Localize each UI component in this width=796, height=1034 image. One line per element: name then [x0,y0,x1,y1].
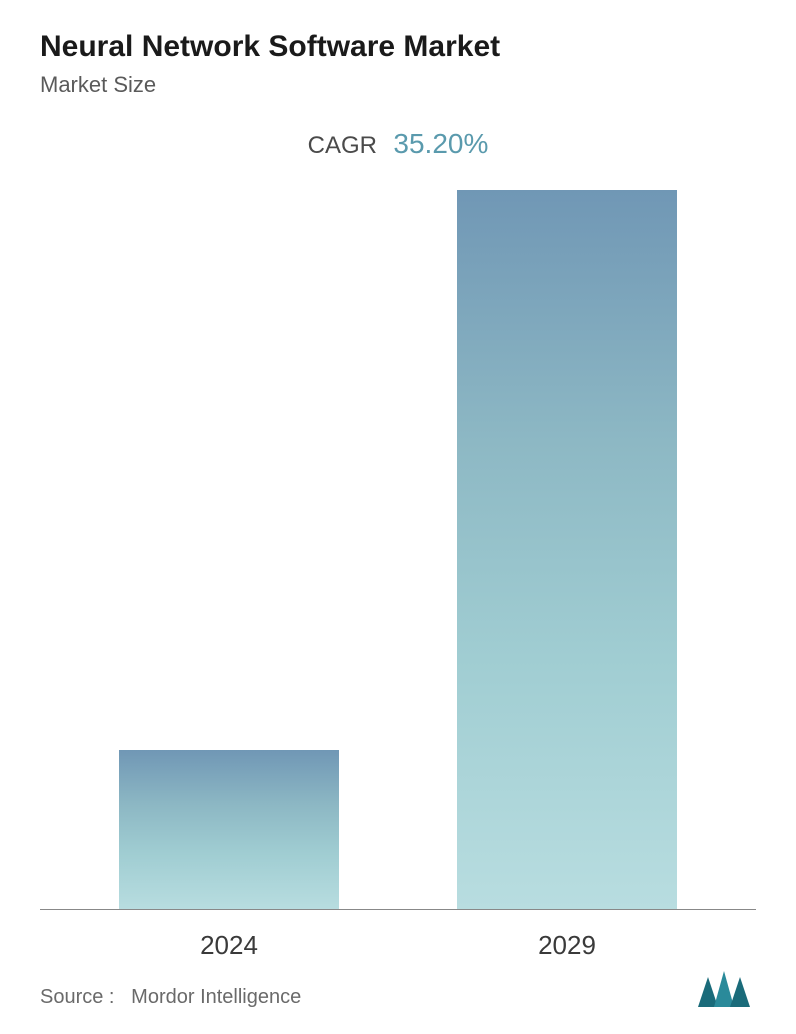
source-label: Source : [40,986,114,1008]
year-label-2024: 2024 [77,930,381,961]
logo-svg [696,969,756,1009]
cagr-value: 35.20% [393,128,488,159]
cagr-label: CAGR [308,132,377,159]
bar-group-2029 [415,190,719,910]
brand-logo-icon [696,969,756,1009]
bar-2029 [457,190,677,910]
chart-baseline [40,909,756,910]
source-name: Mordor Intelligence [131,986,301,1008]
chart-footer: Source : Mordor Intelligence [40,969,756,1009]
bar-group-2024 [77,750,381,910]
cagr-row: CAGR 35.20% [40,128,756,160]
chart-subtitle: Market Size [40,72,756,98]
x-axis-labels: 2024 2029 [60,930,736,961]
chart-area [60,180,736,910]
chart-title: Neural Network Software Market [40,30,756,64]
bar-2024 [119,750,339,910]
source-text: Source : Mordor Intelligence [40,986,301,1009]
bars-container [60,180,736,910]
chart-container: Neural Network Software Market Market Si… [0,0,796,1034]
year-label-2029: 2029 [415,930,719,961]
